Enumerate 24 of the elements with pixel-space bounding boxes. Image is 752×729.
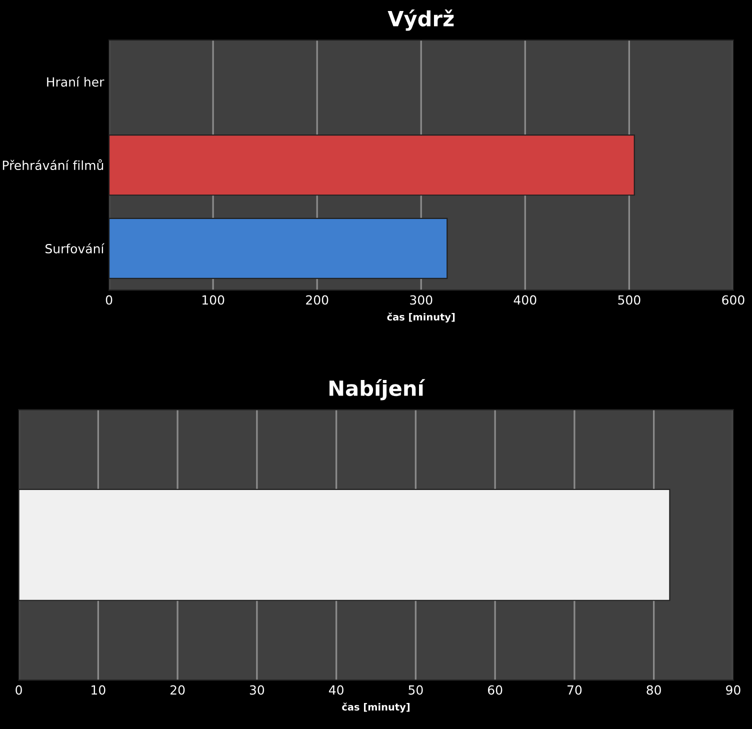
x-tick-label: 0	[106, 295, 112, 305]
x-axis-title: čas [minuty]	[387, 312, 455, 323]
x-tick-label: 20	[170, 685, 185, 695]
x-tick-label: 10	[92, 685, 106, 695]
x-tick-label: 600	[722, 295, 744, 305]
y-tick-label: Hraní her	[47, 76, 104, 87]
x-axis-title: čas [minuty]	[342, 702, 410, 713]
y-tick-label: Surfování	[46, 243, 104, 254]
x-tick-label: 30	[250, 685, 264, 695]
x-tick-label: 500	[618, 295, 640, 305]
y-tick-label: Přehrávání filmů	[2, 159, 104, 170]
x-tick-label: 100	[202, 295, 224, 305]
x-tick-label: 60	[488, 685, 502, 695]
x-tick-label: 70	[568, 685, 582, 695]
x-tick-label: 40	[328, 685, 344, 695]
x-tick-label: 300	[410, 295, 432, 305]
chart-title: Nabíjení	[330, 379, 426, 400]
x-tick-label: 90	[726, 685, 740, 695]
x-tick-label: 400	[514, 295, 536, 305]
x-tick-label: 200	[306, 295, 328, 305]
chart-title: Výdrž	[388, 10, 454, 31]
x-tick-label: 0	[16, 685, 22, 695]
x-tick-label: 80	[646, 685, 661, 695]
x-tick-label: 50	[408, 685, 423, 695]
